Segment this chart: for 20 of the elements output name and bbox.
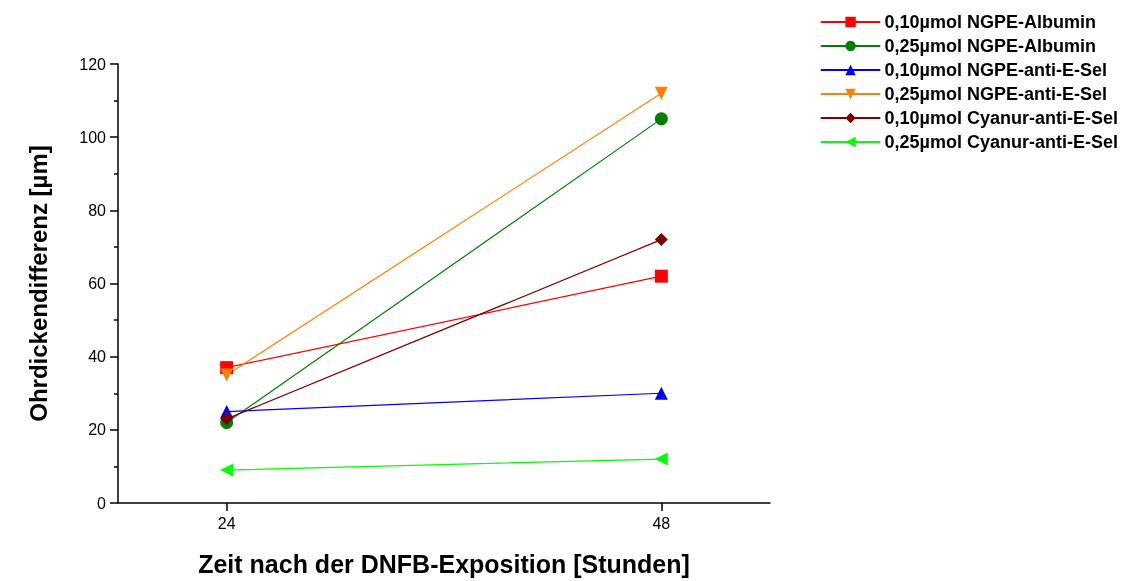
y-tick-label: 120 (79, 55, 107, 73)
x-axis-title: Zeit nach der DNFB-Exposition [Stunden] (198, 549, 690, 578)
y-axis-title: Ohrdickendifferenz [µm] (24, 145, 52, 422)
legend-label: 0,25µmol NGPE-anti-E-Sel (884, 84, 1108, 104)
y-tick-label: 20 (88, 421, 107, 439)
y-tick-label: 80 (88, 201, 107, 219)
y-tick-label: 60 (88, 275, 107, 292)
legend-label: 0,10µmol Cyanur-anti-E-Sel (884, 108, 1119, 128)
y-tick-label: 40 (88, 348, 107, 366)
legend-label: 0,10µmol NGPE-anti-E-Sel (884, 60, 1108, 80)
y-tick-label: 100 (79, 128, 107, 146)
point (654, 112, 668, 126)
legend-label: 0,10µmol NGPE-Albumin (884, 12, 1096, 32)
legend-label: 0,25µmol NGPE-Albumin (884, 36, 1096, 56)
x-tick-label: 24 (217, 514, 236, 532)
x-tick-label: 48 (652, 514, 671, 532)
point (654, 269, 668, 283)
legend-label: 0,25µmol Cyanur-anti-E-Sel (884, 132, 1119, 152)
point (654, 233, 668, 247)
y-tick-label: 0 (97, 494, 107, 512)
